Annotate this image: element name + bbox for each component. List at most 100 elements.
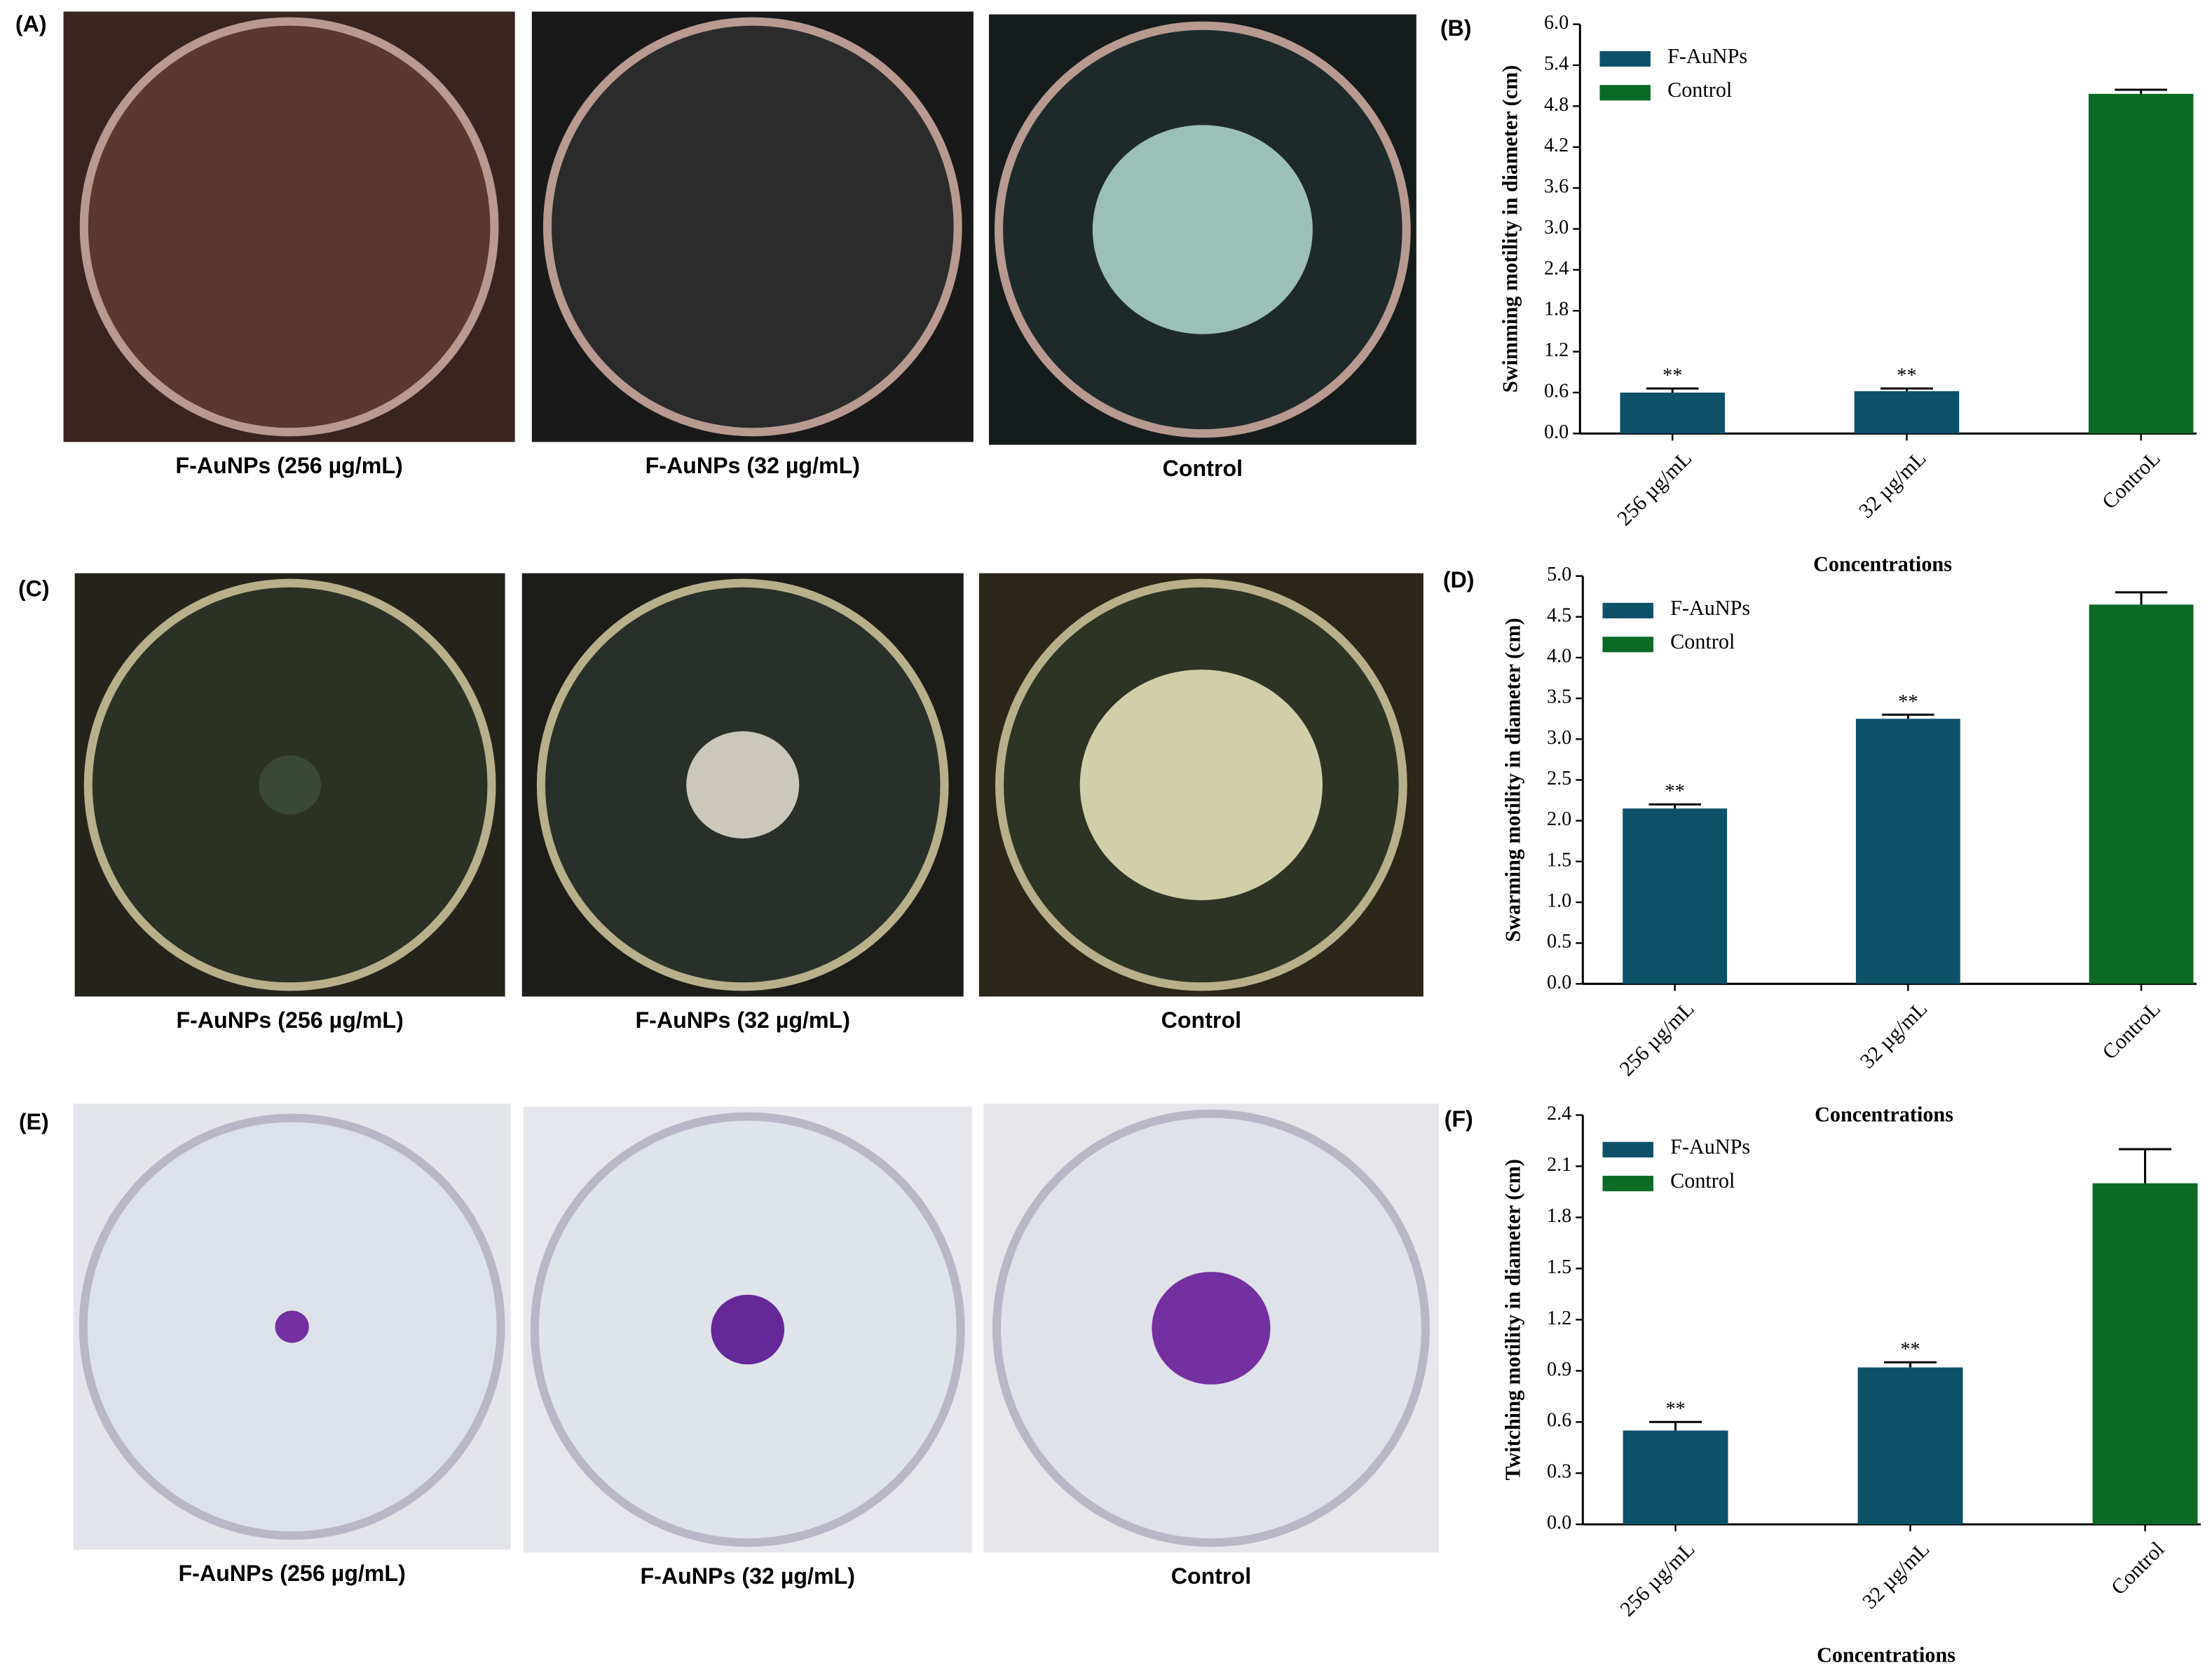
bar	[1857, 1367, 1963, 1525]
x-tick-label: 32 µg/mL	[1854, 446, 1930, 522]
y-tick-label: 3.6	[1544, 176, 1569, 198]
photo-caption: F-AuNPs (32 µg/mL)	[646, 453, 860, 478]
significance-label: **	[1665, 1399, 1685, 1420]
y-tick-label: 2.0	[1547, 808, 1571, 830]
error-bar	[1884, 1361, 1937, 1368]
legend-label: F-AuNPs	[1670, 1135, 1750, 1159]
y-tick-label: 0.6	[1547, 1410, 1571, 1432]
legend-label: Control	[1670, 630, 1735, 653]
bar	[2092, 1183, 2198, 1525]
colony	[1092, 125, 1313, 334]
bar	[1623, 1430, 1728, 1525]
error-bar	[1648, 803, 1701, 809]
legend-label: F-AuNPs	[1670, 596, 1750, 620]
x-tick-label: 256 µg/mL	[1616, 1537, 1700, 1621]
y-axis-label: Swarming motility in diameter (cm)	[1501, 618, 1525, 942]
y-tick-label: 2.4	[1547, 1103, 1571, 1125]
bar	[2089, 604, 2194, 984]
colony	[1079, 670, 1323, 900]
y-tick-label: 0.0	[1547, 1512, 1571, 1534]
photo-caption: F-AuNPs (32 µg/mL)	[641, 1563, 855, 1589]
panel-label: (E)	[19, 1109, 49, 1134]
y-tick-label: 0.3	[1547, 1461, 1571, 1483]
x-tick-label: ControL	[2098, 996, 2165, 1064]
colony	[275, 1310, 309, 1343]
y-tick-label: 1.8	[1547, 1205, 1571, 1227]
petri-dish	[88, 25, 491, 428]
y-tick-label: 5.0	[1547, 564, 1571, 585]
significance-label: **	[1665, 781, 1685, 803]
y-tick-label: 0.0	[1547, 972, 1571, 993]
photo-caption: F-AuNPs (32 µg/mL)	[635, 1007, 849, 1033]
legend-label: Control	[1667, 78, 1732, 102]
bar	[2088, 93, 2194, 434]
bar	[1854, 391, 1960, 434]
y-tick-label: 1.8	[1544, 299, 1569, 320]
x-tick-label: 32 µg/mL	[1855, 996, 1932, 1073]
y-tick-label: 3.0	[1544, 217, 1569, 238]
y-tick-label: 1.0	[1547, 890, 1571, 911]
y-tick-label: 0.0	[1544, 421, 1569, 443]
x-axis-label: Concentrations	[1817, 1643, 1955, 1666]
panel-label: (F)	[1445, 1106, 1473, 1132]
bar	[1623, 808, 1728, 984]
legend-swatch	[1599, 85, 1651, 101]
panel-label: (C)	[18, 576, 50, 601]
y-tick-label: 1.5	[1547, 849, 1571, 871]
y-tick-label: 4.2	[1544, 135, 1569, 156]
y-axis-label: Twitching motility in diameter (cm)	[1501, 1159, 1525, 1480]
petri-dish	[551, 25, 954, 428]
legend-swatch	[1602, 1176, 1653, 1192]
significance-label: **	[1898, 691, 1918, 713]
x-axis-label: Concentrations	[1815, 1102, 1953, 1126]
y-tick-label: 0.9	[1547, 1359, 1571, 1380]
significance-label: **	[1900, 1339, 1920, 1361]
x-tick-label: 32 µg/mL	[1857, 1537, 1934, 1613]
y-tick-label: 5.4	[1544, 53, 1569, 74]
photo-caption: F-AuNPs (256 µg/mL)	[176, 1007, 403, 1033]
colony	[259, 755, 321, 815]
panel-label: (D)	[1443, 567, 1475, 592]
x-tick-label: 256 µg/mL	[1612, 446, 1696, 530]
y-tick-label: 6.0	[1544, 12, 1569, 34]
y-tick-label: 0.5	[1547, 931, 1571, 953]
colony	[1152, 1272, 1271, 1385]
error-bar	[1646, 387, 1699, 393]
error-bar	[1649, 1420, 1702, 1431]
photo-caption: Control	[1171, 1563, 1251, 1589]
y-tick-label: 3.0	[1547, 727, 1571, 749]
bar	[1620, 392, 1725, 434]
panel-label: (B)	[1440, 15, 1472, 41]
y-tick-label: 1.2	[1547, 1308, 1571, 1329]
y-tick-label: 1.5	[1547, 1256, 1571, 1278]
colony	[686, 731, 800, 838]
x-tick-label: Control	[2106, 1537, 2169, 1599]
x-tick-label: ControL	[2097, 446, 2164, 513]
legend-swatch	[1602, 1141, 1653, 1157]
photo-caption: F-AuNPs (256 µg/mL)	[175, 453, 402, 478]
significance-label: **	[1663, 365, 1682, 386]
error-bar	[1882, 713, 1934, 719]
y-tick-label: 3.5	[1547, 686, 1571, 708]
y-axis-label: Swimming motility in diameter (cm)	[1498, 65, 1522, 393]
panel-label: (A)	[15, 11, 47, 36]
y-tick-label: 2.5	[1547, 768, 1571, 789]
x-tick-label: 256 µg/mL	[1615, 996, 1699, 1080]
y-tick-label: 2.4	[1544, 257, 1569, 279]
error-bar	[1880, 387, 1933, 392]
photo-caption: Control	[1163, 456, 1243, 481]
y-tick-label: 4.0	[1547, 645, 1571, 667]
colony	[711, 1294, 785, 1365]
legend-label: Control	[1670, 1169, 1735, 1193]
legend-swatch	[1599, 50, 1651, 67]
y-tick-label: 4.5	[1547, 604, 1571, 626]
y-tick-label: 2.1	[1547, 1154, 1571, 1176]
y-tick-label: 1.2	[1544, 339, 1569, 361]
photo-caption: Control	[1161, 1007, 1241, 1033]
bar	[1855, 719, 1960, 984]
x-axis-label: Concentrations	[1813, 552, 1952, 576]
photo-caption: F-AuNPs (256 µg/mL)	[178, 1561, 405, 1586]
y-tick-label: 4.8	[1544, 94, 1569, 116]
significance-label: **	[1897, 365, 1916, 386]
